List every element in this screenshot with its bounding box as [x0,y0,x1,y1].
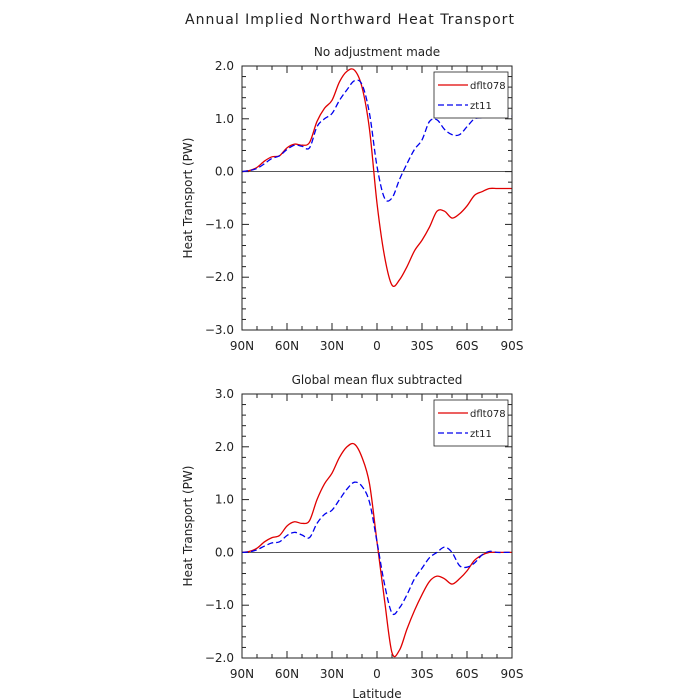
y-axis-label: Heat Transport (PW) [181,138,195,259]
plot-frame [241,65,513,331]
y-tick-label: −1.0 [205,598,234,612]
x-tick-label: 30N [320,667,344,681]
y-tick-label: 1.0 [215,112,234,126]
series-line-zt11 [242,79,512,202]
x-tick-label: 90S [501,339,524,353]
bottom-chart-panel: Global mean flux subtracted −2.0 −1.0 0.0 1.… [181,373,523,700]
x-tick-label: 90N [230,667,254,681]
y-tick-label: 2.0 [215,59,234,73]
x-tick-label: 60N [275,667,299,681]
x-tick-label: 0 [373,339,381,353]
top-chart-panel: No adjustment made −3.0 −2.0 −1.0 0.0 1.0 2.0 9… [181,45,523,353]
y-tick-label: −3.0 [205,323,234,337]
x-tick-label: 30S [411,339,434,353]
y-tick-label: 3.0 [215,387,234,401]
legend-label-zt11: zt11 [470,429,492,440]
series-line-dflt078 [242,442,512,658]
y-tick-label: 0.0 [215,545,234,559]
x-tick-label: 60N [275,339,299,353]
y-tick-label: 2.0 [215,440,234,454]
y-tick-label: −2.0 [205,651,234,665]
legend-label-dflt078: dflt078 [470,81,506,92]
plot-frame [241,393,513,659]
legend-box [433,399,509,447]
legend-label-zt11: zt11 [470,101,492,112]
y-tick-label: 1.0 [215,493,234,507]
figure-title: Annual Implied Northward Heat Transport [185,12,515,28]
x-tick-label: 0 [373,667,381,681]
y-tick-label: −1.0 [205,217,234,231]
series-line-dflt078 [242,68,512,288]
legend-label-dflt078: dflt078 [470,409,506,420]
y-axis-label: Heat Transport (PW) [181,466,195,587]
series-line-zt11 [242,481,512,616]
x-tick-label: 90N [230,339,254,353]
y-tick-label: 0.0 [215,165,234,179]
chart-subtitle: Global mean flux subtracted [292,373,463,387]
y-tick-label: −2.0 [205,270,234,284]
x-tick-label: 60S [456,339,479,353]
x-tick-label: 60S [456,667,479,681]
chart-subtitle: No adjustment made [314,45,440,59]
legend-box [433,71,509,119]
x-tick-label: 30S [411,667,434,681]
x-tick-label: 90S [501,667,524,681]
x-axis-label: Latitude [352,687,401,700]
x-tick-label: 30N [320,339,344,353]
